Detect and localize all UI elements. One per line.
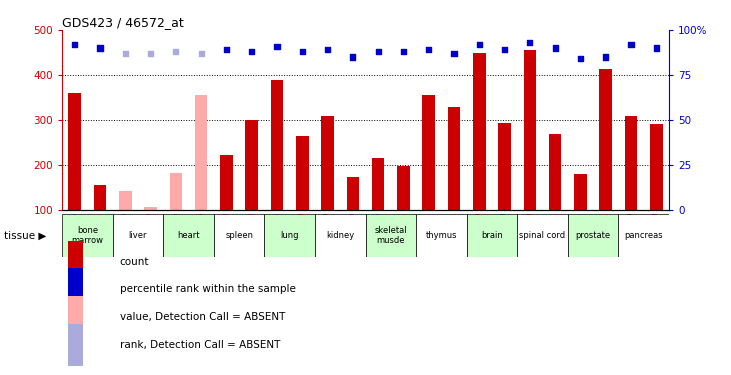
- Point: [297, 49, 308, 55]
- FancyBboxPatch shape: [315, 214, 366, 257]
- Text: bone
marrow: bone marrow: [72, 226, 103, 245]
- Point: [600, 54, 612, 60]
- Bar: [321, 116, 334, 255]
- Text: lung: lung: [281, 231, 299, 240]
- Bar: [246, 120, 258, 255]
- Point: [499, 47, 510, 53]
- Point: [549, 45, 561, 51]
- Text: spleen: spleen: [225, 231, 253, 240]
- Point: [271, 43, 283, 49]
- Bar: [94, 185, 107, 255]
- Bar: [372, 158, 385, 255]
- Bar: [473, 53, 485, 255]
- Bar: [144, 207, 157, 255]
- Bar: [549, 134, 561, 255]
- FancyBboxPatch shape: [466, 214, 518, 257]
- Point: [170, 49, 182, 55]
- FancyBboxPatch shape: [113, 214, 163, 257]
- Bar: [397, 166, 410, 255]
- FancyBboxPatch shape: [68, 296, 83, 338]
- FancyBboxPatch shape: [568, 214, 618, 257]
- Text: tissue ▶: tissue ▶: [4, 230, 46, 240]
- Point: [195, 50, 207, 56]
- Bar: [499, 123, 511, 255]
- Point: [69, 41, 80, 47]
- FancyBboxPatch shape: [518, 214, 568, 257]
- Point: [221, 47, 232, 53]
- Point: [423, 47, 434, 53]
- FancyBboxPatch shape: [62, 214, 113, 257]
- Text: pancreas: pancreas: [624, 231, 663, 240]
- FancyBboxPatch shape: [366, 214, 416, 257]
- Bar: [69, 93, 81, 255]
- Text: rank, Detection Call = ABSENT: rank, Detection Call = ABSENT: [120, 340, 280, 350]
- Text: brain: brain: [481, 231, 503, 240]
- Point: [524, 40, 536, 46]
- Text: skeletal
musde: skeletal musde: [374, 226, 407, 245]
- FancyBboxPatch shape: [68, 241, 83, 283]
- Bar: [346, 177, 359, 255]
- Bar: [119, 191, 132, 255]
- Point: [347, 54, 359, 60]
- Point: [322, 47, 333, 53]
- Text: heart: heart: [178, 231, 200, 240]
- Bar: [220, 155, 232, 255]
- Point: [625, 41, 637, 47]
- Point: [575, 56, 586, 62]
- Text: count: count: [120, 257, 149, 267]
- Text: liver: liver: [129, 231, 147, 240]
- FancyBboxPatch shape: [213, 214, 265, 257]
- Bar: [574, 174, 587, 255]
- FancyBboxPatch shape: [416, 214, 466, 257]
- Bar: [523, 50, 536, 255]
- Bar: [624, 116, 637, 255]
- Bar: [599, 69, 612, 255]
- Text: percentile rank within the sample: percentile rank within the sample: [120, 284, 295, 294]
- FancyBboxPatch shape: [68, 268, 83, 310]
- Point: [398, 49, 409, 55]
- Text: spinal cord: spinal cord: [520, 231, 566, 240]
- Point: [651, 45, 662, 51]
- Point: [145, 50, 156, 56]
- Point: [119, 50, 131, 56]
- Bar: [423, 95, 435, 255]
- FancyBboxPatch shape: [618, 214, 669, 257]
- Text: thymus: thymus: [425, 231, 457, 240]
- Bar: [296, 136, 308, 255]
- FancyBboxPatch shape: [163, 214, 213, 257]
- Text: kidney: kidney: [326, 231, 355, 240]
- Bar: [447, 107, 461, 255]
- Bar: [270, 80, 284, 255]
- Bar: [195, 95, 208, 255]
- Text: GDS423 / 46572_at: GDS423 / 46572_at: [62, 16, 184, 29]
- Point: [448, 50, 460, 56]
- FancyBboxPatch shape: [68, 324, 83, 366]
- Point: [246, 49, 257, 55]
- FancyBboxPatch shape: [265, 214, 315, 257]
- Text: value, Detection Call = ABSENT: value, Detection Call = ABSENT: [120, 312, 285, 322]
- Point: [372, 49, 384, 55]
- Bar: [650, 124, 662, 255]
- Bar: [170, 172, 182, 255]
- Point: [474, 41, 485, 47]
- Point: [94, 45, 106, 51]
- Text: prostate: prostate: [575, 231, 610, 240]
